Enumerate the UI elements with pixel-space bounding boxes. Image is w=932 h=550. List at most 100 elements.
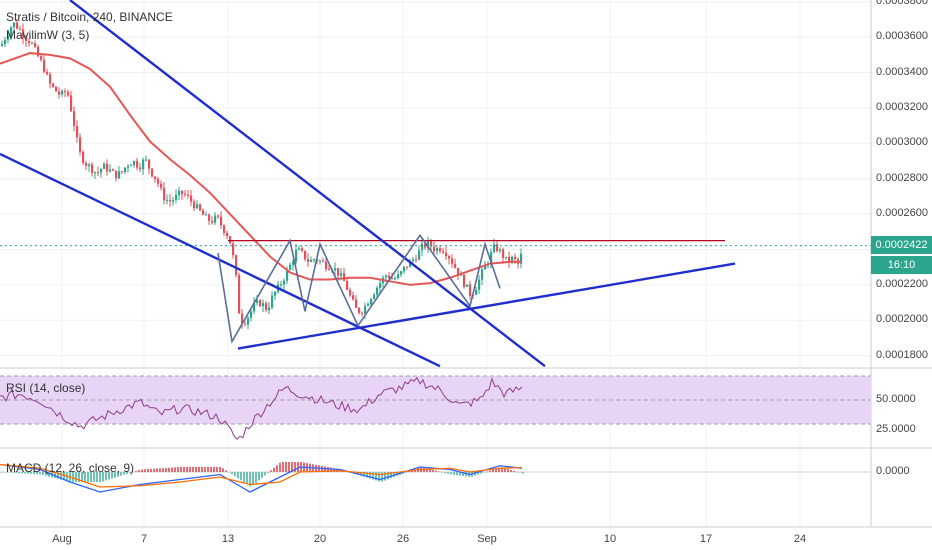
candle-body	[427, 241, 430, 248]
candle-body	[118, 171, 121, 179]
macd-histogram-bar	[45, 472, 47, 476]
candle-body	[109, 169, 112, 172]
candle-body	[1, 44, 4, 46]
candle-body	[76, 125, 79, 138]
candle-body	[244, 323, 247, 325]
macd-histogram-bar	[216, 467, 218, 472]
macd-histogram-bar	[516, 471, 518, 473]
candle-body	[124, 167, 127, 172]
candle-body	[187, 194, 190, 196]
candle-body	[64, 91, 67, 93]
macd-histogram-bar	[447, 472, 449, 474]
candle-body	[469, 284, 472, 296]
candle-body	[520, 253, 523, 264]
candle-body	[148, 159, 151, 169]
macd-histogram-bar	[162, 468, 164, 472]
macd-histogram-bar	[102, 472, 104, 482]
macd-histogram-bar	[486, 471, 488, 473]
candle-body	[226, 233, 229, 237]
candle-body	[295, 249, 298, 262]
macd-histogram-bar	[153, 468, 155, 472]
candle-body	[328, 268, 331, 270]
price-tick-label: 0.0003000	[876, 136, 928, 149]
candle-body	[88, 164, 91, 166]
macd-histogram-bar	[267, 472, 269, 473]
candle-body	[442, 251, 445, 253]
macd-histogram-bar	[150, 468, 152, 472]
macd-histogram-bar	[123, 472, 125, 475]
candle-body	[58, 91, 61, 95]
macd-histogram-bar	[84, 472, 86, 482]
candle-body	[403, 266, 406, 272]
candle-body	[193, 201, 196, 209]
macd-histogram-bar	[0, 472, 2, 473]
candle-body	[160, 183, 163, 188]
macd-histogram-bar	[48, 472, 50, 477]
price-tick-label: 0.0003800	[876, 0, 928, 7]
candle-body	[145, 159, 148, 161]
candle-body	[136, 160, 139, 168]
countdown-tag: 16:10	[871, 256, 932, 274]
candle-body	[115, 170, 118, 179]
macd-histogram-bar	[372, 472, 374, 480]
candle-body	[91, 164, 94, 173]
price-tick-label: 0.0002600	[876, 207, 928, 220]
macd-histogram-bar	[105, 472, 107, 481]
rsi-band	[0, 375, 871, 425]
price-tick-label: 0.0002800	[876, 171, 928, 184]
candle-body	[436, 248, 439, 252]
candle-body	[325, 261, 328, 269]
candle-body	[364, 305, 367, 314]
candle-body	[61, 91, 64, 95]
candle-body	[505, 256, 508, 258]
macd-histogram-bar	[237, 472, 239, 479]
macd-histogram-bar	[282, 462, 284, 472]
macd-histogram-bar	[210, 467, 212, 472]
macd-histogram-bar	[384, 472, 386, 481]
macd-histogram-bar	[174, 467, 176, 472]
macd-histogram-bar	[9, 472, 11, 473]
mavilimw-path	[0, 52, 522, 286]
macd-histogram-bar	[42, 472, 44, 475]
candle-body	[430, 241, 433, 247]
price-tick-label: 0.0003200	[876, 100, 928, 113]
candle-body	[346, 281, 349, 290]
candle-body	[496, 244, 499, 251]
candle-body	[181, 190, 184, 194]
trend-line	[237, 262, 736, 350]
candle-body	[397, 274, 400, 279]
macd-histogram-bar	[18, 472, 20, 474]
macd-histogram-bar	[90, 472, 92, 482]
candle-body	[280, 284, 283, 286]
macd-histogram-bar	[78, 472, 80, 482]
candle-body	[400, 271, 403, 275]
macd-histogram-bar	[219, 467, 221, 472]
macd-histogram-bar	[228, 472, 230, 473]
candle-body	[298, 248, 301, 250]
macd-tick-label: 0.0000	[876, 465, 910, 477]
date-tick-label: 17	[699, 533, 713, 545]
candle-body	[37, 46, 40, 57]
macd-histogram-bar	[24, 472, 26, 474]
macd-histogram-bar	[141, 469, 143, 472]
macd-histogram-bar	[192, 467, 194, 472]
candle-body	[418, 250, 421, 260]
date-tick-label: Aug	[52, 533, 72, 545]
macd-histogram-bar	[297, 462, 299, 472]
macd-histogram-bar	[465, 472, 467, 477]
macd-histogram-bar	[180, 467, 182, 472]
macd-histogram-bar	[195, 467, 197, 472]
candle-body	[7, 35, 10, 40]
rsi-tick-label: 25.0000	[876, 423, 916, 435]
macd-histogram-bar	[72, 472, 74, 482]
candle-body	[514, 256, 517, 260]
candle-body	[106, 163, 109, 172]
macd-histogram-bar	[129, 472, 131, 473]
macd-histogram-bar	[501, 467, 503, 472]
candle-body	[463, 274, 466, 287]
macd-histogram-bar	[75, 472, 77, 482]
panel-separators	[0, 367, 932, 528]
macd-histogram-bar	[462, 472, 464, 476]
candle-body	[283, 280, 286, 285]
candle-body	[199, 204, 202, 211]
